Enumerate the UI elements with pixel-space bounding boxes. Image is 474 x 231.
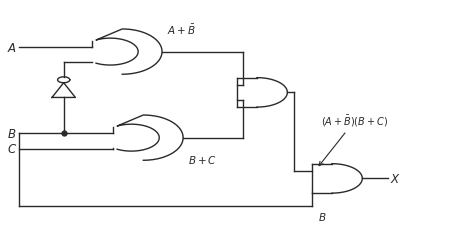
Polygon shape (237, 78, 287, 108)
Polygon shape (52, 83, 75, 98)
Text: $B$: $B$ (8, 127, 17, 140)
Polygon shape (96, 30, 162, 75)
Text: $A$: $A$ (7, 41, 17, 54)
Polygon shape (117, 116, 183, 161)
Text: $C$: $C$ (7, 143, 17, 156)
Text: $A+\bar{B}$: $A+\bar{B}$ (167, 23, 196, 36)
Text: $(A+\bar{B})(B+C)$: $(A+\bar{B})(B+C)$ (319, 113, 389, 166)
Text: $B+C$: $B+C$ (188, 154, 217, 166)
Text: $B$: $B$ (318, 210, 326, 222)
Polygon shape (58, 78, 70, 83)
Text: $X$: $X$ (391, 172, 401, 185)
Polygon shape (312, 164, 362, 193)
